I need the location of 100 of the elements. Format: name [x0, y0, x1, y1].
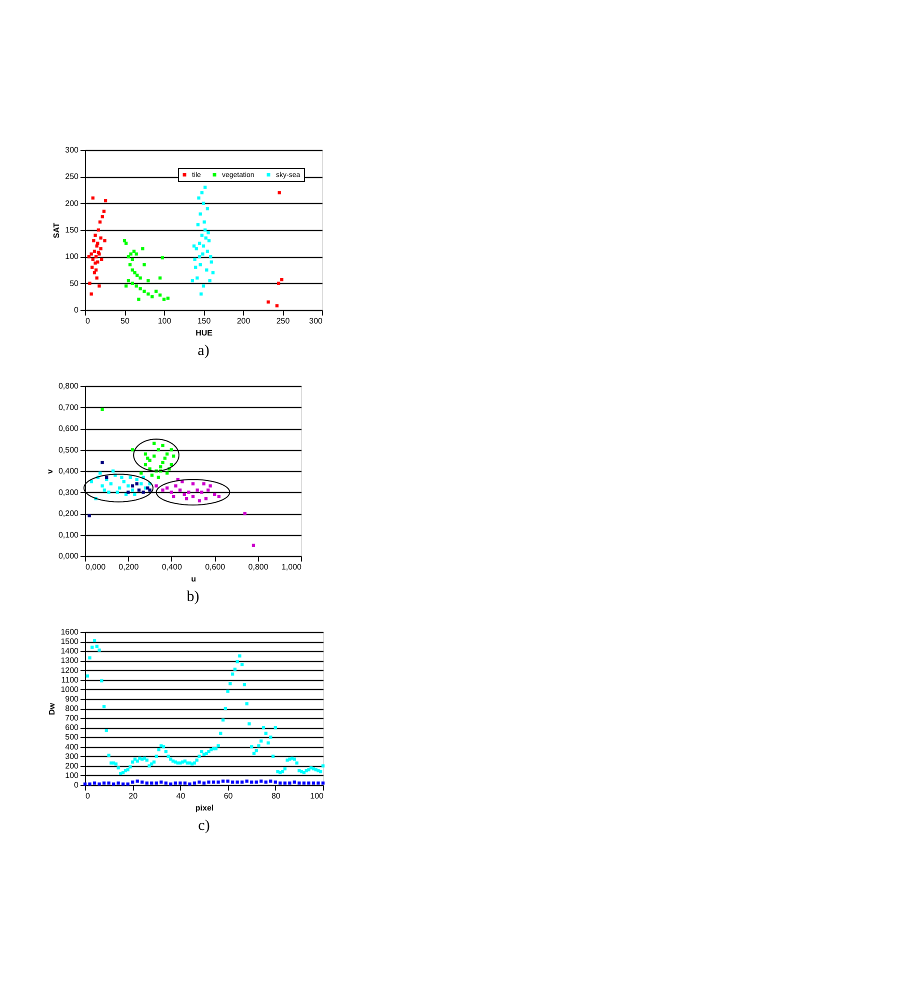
x-axis-title: pixel [195, 804, 214, 812]
point [202, 244, 206, 248]
x-tick-label: 1,000 [281, 562, 302, 572]
point [193, 258, 196, 261]
x-tick-label: 0 [86, 316, 90, 326]
point [91, 258, 94, 261]
point [206, 231, 210, 234]
point [94, 234, 97, 237]
point [158, 276, 162, 280]
point [154, 290, 158, 293]
y-tick-label: 0,400 [58, 466, 80, 476]
point [136, 274, 139, 277]
y-tick-label: 0,000 [58, 552, 80, 560]
point [134, 284, 138, 288]
point [94, 255, 98, 258]
point [197, 196, 200, 200]
y-tick-label: 100 [65, 770, 80, 780]
point [190, 279, 194, 282]
y-tick-label: 150 [65, 226, 80, 234]
x-tick-label: 250 [276, 316, 290, 326]
y-tick-label: 400 [65, 742, 80, 752]
point [204, 236, 208, 240]
y-tick-label: 300 [65, 752, 80, 761]
x-tick-label: 100 [310, 792, 324, 800]
point [92, 239, 96, 242]
point [137, 298, 140, 301]
point [194, 266, 198, 269]
point [100, 258, 104, 261]
y-tick-label: 200 [65, 198, 80, 208]
point [166, 296, 170, 300]
point [122, 239, 126, 242]
point [99, 247, 102, 250]
point [142, 290, 146, 293]
point [104, 199, 108, 202]
y-axis-title: SAT [52, 222, 62, 238]
y-tick-label: 700 [65, 714, 80, 723]
y-tick-label: 0,800 [58, 382, 80, 390]
x-tick-label: 0 [86, 792, 90, 800]
x-tick-label: 60 [224, 792, 234, 800]
point [202, 202, 206, 205]
point [146, 292, 150, 296]
point [90, 252, 93, 256]
point [198, 242, 202, 245]
point [134, 252, 138, 256]
y-tick-label: 0,500 [58, 445, 80, 454]
point [102, 210, 106, 213]
point [200, 191, 204, 194]
point [198, 212, 202, 216]
point [196, 223, 200, 226]
point [92, 250, 96, 253]
x-tick-label: 80 [271, 792, 281, 800]
point [124, 242, 128, 245]
y-tick-label: 300 [65, 146, 80, 154]
point [96, 228, 100, 232]
point [94, 268, 98, 272]
point [96, 242, 100, 245]
point [201, 252, 204, 256]
point [200, 292, 203, 296]
point [160, 256, 164, 260]
point [211, 271, 215, 274]
y-tick-label: 0 [74, 780, 80, 790]
text: b) [186, 589, 200, 605]
y-tick-label: 1500 [60, 637, 80, 646]
point [208, 279, 212, 282]
point [205, 268, 208, 272]
point [204, 186, 207, 189]
point [88, 282, 92, 285]
point [196, 276, 199, 280]
x-tick-label: 40 [176, 792, 186, 800]
point [100, 215, 104, 218]
point [124, 284, 128, 288]
point [206, 207, 210, 210]
y-tick-label: 800 [65, 704, 80, 713]
point [98, 284, 101, 288]
point [90, 292, 93, 296]
point [207, 239, 211, 242]
point [98, 220, 102, 224]
point [206, 250, 210, 253]
y-tick-label: 50 [70, 278, 80, 288]
point [141, 247, 144, 250]
x-tick-label: 0,800 [248, 562, 269, 572]
point [94, 261, 97, 265]
point [204, 228, 207, 232]
point [210, 260, 213, 264]
point [91, 196, 94, 200]
x-tick-label: 0,000 [86, 562, 106, 572]
point [126, 279, 130, 282]
point [146, 279, 150, 282]
y-tick-label: 0,300 [58, 488, 80, 497]
y-tick-label: 1600 [60, 628, 80, 636]
point [130, 282, 134, 285]
point [128, 263, 132, 266]
x-tick-label: 150 [197, 316, 212, 326]
point [202, 284, 206, 288]
point [129, 252, 132, 256]
x-tick-label: 50 [120, 316, 130, 326]
x-tick-label: 0,600 [205, 562, 226, 572]
point [276, 282, 280, 285]
y-tick-label: 1100 [61, 675, 80, 684]
point [209, 255, 212, 258]
